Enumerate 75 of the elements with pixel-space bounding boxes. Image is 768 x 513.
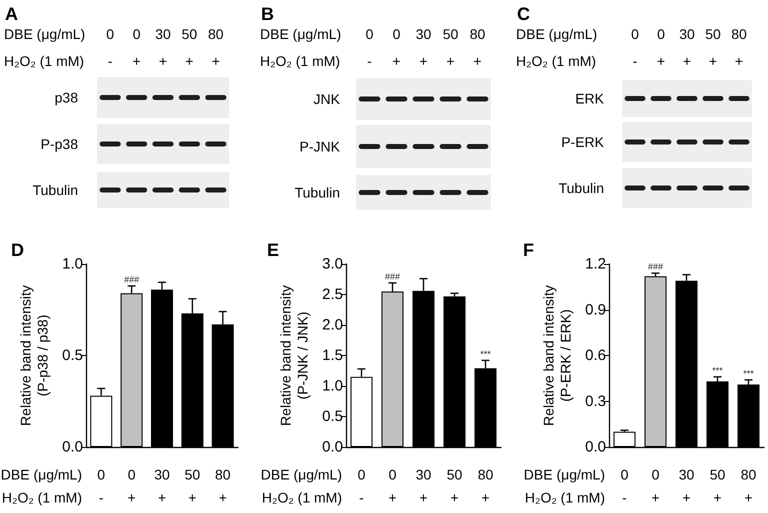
- annotation: ###: [384, 271, 400, 282]
- y-tick-label: 1.5: [322, 347, 343, 364]
- x-tick-label: 30 +: [678, 466, 694, 506]
- text: p38: [54, 90, 78, 106]
- category-label: 30 +: [679, 26, 695, 69]
- x-tick-label: 0 +: [651, 466, 660, 506]
- y-axis-title: Relative band intensity (P-ERK / ERK): [540, 285, 574, 426]
- category-label: 80 +: [731, 26, 747, 69]
- x-tick-label: 50 +: [710, 466, 726, 506]
- x-tick-label: 50 +: [446, 466, 462, 506]
- x-tick-label: 80 +: [215, 466, 231, 506]
- y-tick-label: 0.0: [585, 438, 606, 456]
- category-label: 50 +: [442, 26, 458, 69]
- x-tick-label: 30 +: [154, 466, 170, 506]
- y-tick-label: 0.6: [585, 347, 606, 364]
- text: C: [517, 4, 530, 24]
- text: DBE (μg/mL) H₂O₂ (1 mM): [516, 26, 598, 69]
- y-tick-label: 0.5: [322, 408, 343, 425]
- annotation: ***: [712, 365, 724, 376]
- y-tick-label: 3.0: [322, 256, 343, 272]
- y-tick-label: 0.9: [585, 301, 606, 318]
- y-tick-label: 1.0: [62, 256, 83, 272]
- x-tick-label: 80 +: [478, 466, 494, 506]
- category-label: 30 +: [155, 26, 171, 69]
- chart-title: F: [523, 240, 534, 260]
- text: Tubulin: [32, 182, 78, 198]
- text: Tubulin: [294, 184, 340, 200]
- y-axis-title: Relative band intensity (P-p38 / p38): [18, 285, 51, 426]
- annotation: ###: [648, 262, 664, 272]
- category-label: 0 +: [392, 26, 401, 69]
- x-axis-title: DBE (μg/mL) H₂O₂ (1 mM): [260, 466, 342, 506]
- x-tick-label: 80 +: [740, 466, 756, 506]
- category-label: 0 -: [631, 26, 640, 69]
- annotation: ***: [480, 348, 492, 359]
- category-label: 0 -: [106, 26, 114, 69]
- x-tick-label: 0 +: [388, 466, 397, 506]
- category-label: 0 +: [132, 26, 141, 69]
- y-tick-label: 0.3: [585, 392, 606, 410]
- y-tick-label: 1.0: [322, 378, 343, 394]
- x-tick-label: 0 +: [128, 466, 136, 506]
- category-label: 80 +: [470, 26, 486, 69]
- y-tick-label: 0.0: [322, 438, 343, 456]
- y-tick-label: 2.5: [322, 286, 343, 303]
- category-label: 50 +: [705, 26, 721, 69]
- x-axis-title: DBE (μg/mL) H₂O₂ (1 mM): [0, 466, 82, 506]
- annotation: ###: [124, 274, 140, 284]
- category-label: 50 +: [182, 26, 198, 69]
- text: DBE (μg/mL) H₂O₂ (1 mM): [4, 26, 86, 69]
- chart-title: D: [11, 240, 24, 260]
- text: P-p38: [40, 136, 78, 152]
- text: P-JNK: [300, 138, 341, 154]
- x-tick-label: 0 -: [358, 466, 366, 506]
- annotation: ***: [743, 368, 754, 378]
- y-tick-label: 1.2: [585, 256, 606, 272]
- x-tick-label: 0 -: [97, 466, 106, 506]
- text: ERK: [575, 90, 605, 106]
- y-tick-label: 0.0: [62, 438, 83, 456]
- text: DBE (μg/mL) H₂O₂ (1 mM): [260, 26, 342, 69]
- y-tick-label: 0.5: [62, 347, 83, 364]
- category-label: 80 +: [208, 26, 224, 69]
- text: P-ERK: [561, 134, 605, 150]
- chart-title: E: [267, 240, 280, 260]
- text: A: [5, 4, 18, 24]
- text: B: [261, 4, 274, 24]
- x-tick-label: 30 +: [416, 466, 432, 506]
- text: Tubulin: [558, 180, 604, 196]
- x-tick-label: 50 +: [184, 466, 200, 506]
- text: JNK: [314, 91, 341, 107]
- category-label: 30 +: [416, 26, 432, 69]
- x-axis-title: DBE (μg/mL) H₂O₂ (1 mM): [524, 466, 605, 506]
- category-label: 0 +: [656, 26, 666, 69]
- category-label: 0 -: [366, 26, 374, 69]
- y-axis-title: Relative band intensity (P-JNK / JNK): [278, 285, 311, 426]
- x-tick-label: 0 -: [620, 466, 629, 506]
- y-tick-label: 2.0: [322, 316, 343, 334]
